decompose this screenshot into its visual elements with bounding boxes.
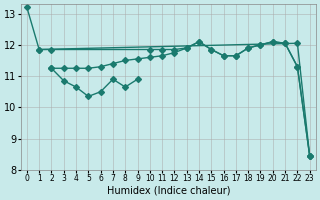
X-axis label: Humidex (Indice chaleur): Humidex (Indice chaleur): [107, 186, 230, 196]
